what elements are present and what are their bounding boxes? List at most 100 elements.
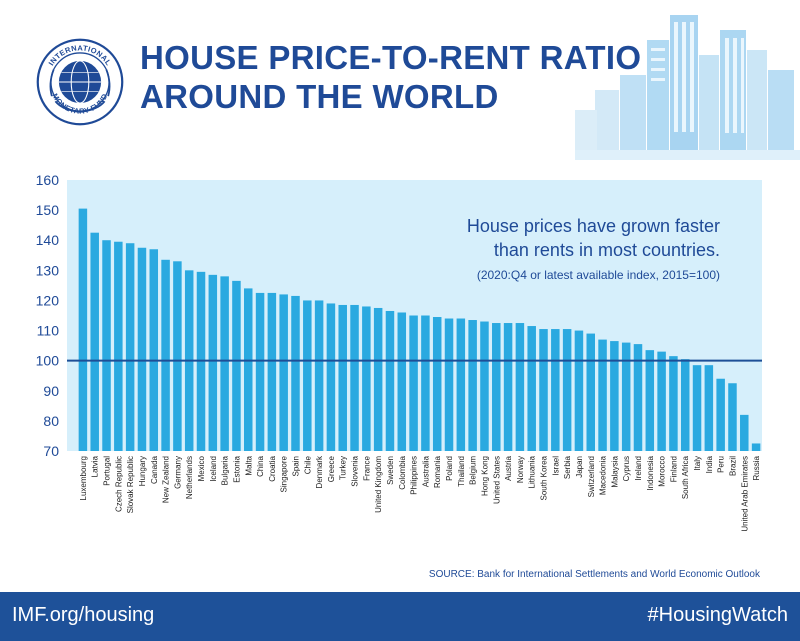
city-skyline-illustration [575,15,800,160]
x-tick-label: Malaysia [610,455,619,487]
bar [102,240,111,451]
bar [645,350,655,451]
x-tick-label: Singapore [280,455,289,492]
x-tick-label: France [362,455,371,480]
bar [397,312,407,451]
bar [669,356,678,451]
x-axis: Luxembourg Latvia Portugal Czech Republic Sl… [79,455,761,532]
page-title: HOUSE PRICE-TO-RENT RATIO AROUND THE WOR… [140,38,641,116]
x-tick-label: Peru [717,456,726,473]
bar [373,307,383,451]
x-tick-label: Greece [327,455,336,482]
bar [90,232,99,451]
bar [78,208,88,451]
x-tick-label: Turkey [339,456,348,480]
x-tick-label: Iceland [209,456,218,482]
bar [598,339,607,451]
bar [633,344,643,451]
bar [444,318,454,451]
header: INTERNATIONAL MONETARY FUND HOUSE PRICE-… [0,0,800,160]
y-tick-label: 70 [43,443,59,459]
x-tick-label: Indonesia [646,455,655,490]
footer-hashtag[interactable]: #HousingWatch [647,604,788,626]
bar [515,323,525,451]
annotation-line-1: House prices have grown faster [467,216,720,236]
bar [692,365,702,451]
bar [562,329,572,451]
x-tick-label: Serbia [563,455,572,479]
bar [503,323,513,451]
y-tick-label: 150 [36,202,60,218]
x-tick-label: Hungary [138,456,147,486]
bar [527,326,536,451]
bar [291,295,300,451]
bar [279,294,288,451]
annotation-note: (2020:Q4 or latest available index, 2015… [477,268,720,282]
x-tick-label: Hong Kong [480,456,489,496]
bar [220,276,229,451]
x-tick-label: Japan [575,456,584,478]
bar [338,304,347,451]
bar [314,300,324,451]
bars [78,208,761,451]
x-tick-label: Cyprus [622,456,631,481]
x-tick-label: Israel [551,456,560,476]
x-tick-label: Poland [445,456,454,481]
bar [409,315,418,451]
x-tick-label: Latvia [91,455,100,477]
title-line-1: HOUSE PRICE-TO-RENT RATIO [140,39,642,76]
x-tick-label: Macedonia [599,455,608,495]
x-tick-label: Luxembourg [79,456,88,500]
source-note: SOURCE: Bank for International Settlemen… [428,569,760,580]
y-tick-label: 80 [43,413,59,429]
x-tick-label: Lithuania [528,455,537,488]
x-tick-label: Bulgaria [221,455,230,485]
x-tick-label: Estonia [232,455,241,482]
x-tick-label: Sweden [386,456,395,485]
footer-link[interactable]: IMF.org/housing [12,604,155,626]
bar [255,292,265,451]
bar [704,365,714,451]
bar [621,342,631,451]
bar [574,330,584,451]
x-tick-label: Spain [291,456,300,476]
x-tick-label: Slovak Republic [126,456,135,513]
x-tick-label: United States [492,456,501,504]
x-tick-label: Slovenia [351,455,360,486]
bar [480,321,489,451]
x-tick-label: New Zealand [162,456,171,503]
bar [114,241,123,451]
x-tick-label: United Kingdom [374,456,383,513]
x-tick-label: Colombia [398,455,407,489]
bar [232,280,241,451]
x-tick-label: United Arab Emirates [740,456,749,532]
bar [244,288,253,451]
x-tick-label: Finland [669,456,678,482]
x-tick-label: Australia [421,455,430,487]
y-tick-label: 90 [43,383,59,399]
bar [267,292,277,451]
x-tick-label: Thailand [457,456,466,487]
bar [610,341,619,451]
x-tick-label: Romania [433,455,442,488]
bar [751,443,761,451]
y-tick-label: 160 [36,172,60,188]
bar [539,329,548,451]
bar [362,306,371,451]
bar [303,300,312,451]
bar [137,247,147,451]
bar [125,243,135,451]
y-tick-label: 110 [37,323,60,339]
bar [208,274,218,451]
y-tick-label: 100 [36,353,60,369]
x-tick-label: Norway [516,456,525,483]
y-axis: 70 80 90 100 110 120 130 140 150 160 [36,172,60,459]
bar [432,317,442,451]
bar [586,333,595,451]
bar [161,259,170,451]
bar [350,304,359,451]
bar [716,378,725,451]
x-tick-label: Austria [504,455,513,480]
footer-bar: IMF.org/housing #HousingWatch [0,592,800,641]
x-tick-label: South Korea [540,455,549,500]
